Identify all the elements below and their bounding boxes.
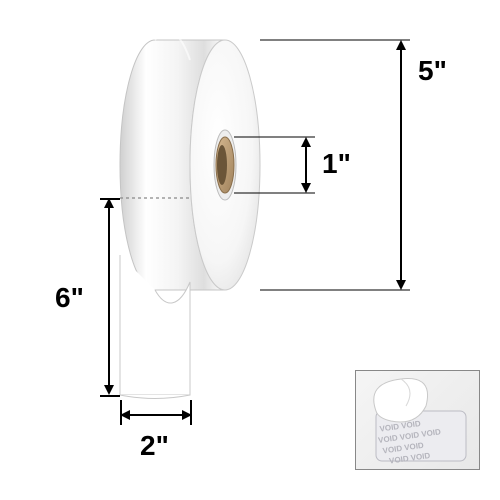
dim-2-label: 2" [140,430,169,462]
dim-2-arrow-r [182,410,192,420]
dim-6-tick-bot [100,395,120,397]
dim-1-label: 1" [322,148,351,180]
void-peel-icon: VOID VOID VOID VOID VOID VOID VOID VOID … [356,371,481,471]
dim-1-arrow-top [301,137,311,147]
dim-2-line [130,414,182,416]
dim-5-line [400,50,402,280]
dim-1-arrow-bot [301,183,311,193]
dim-5-arrow-top [396,40,406,50]
dim-1-line [305,147,307,183]
dim-6-arrow-top [104,198,114,208]
dim-5-arrow-bot [396,280,406,290]
dim-6-line [108,208,110,385]
dim-6-arrow-bot [104,385,114,395]
dim-6-label: 6" [55,282,84,314]
dim-5-label: 5" [418,55,447,87]
void-label-inset: VOID VOID VOID VOID VOID VOID VOID VOID … [355,370,480,470]
dim-2-arrow-l [120,410,130,420]
label-roll-diagram: 5" 1" 6" 2" VOID VOID VOID VOID VOID VOI… [0,0,500,500]
